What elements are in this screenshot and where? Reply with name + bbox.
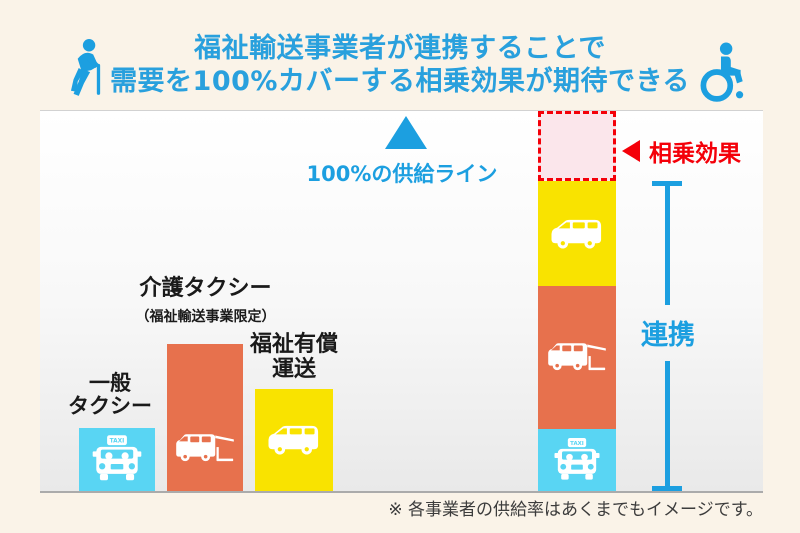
bar-label-welfare-line2: 運送 xyxy=(271,357,316,382)
minivan-icon xyxy=(268,425,319,455)
bar-label-general-line1: 一般 xyxy=(89,371,131,395)
supply-line-label: 100%の供給ライン xyxy=(306,162,498,186)
taxi-front-icon: TAXI xyxy=(554,437,600,480)
taxi-sign-text: TAXI xyxy=(110,439,125,445)
stacked-segment-care-taxi xyxy=(538,286,616,429)
bar-label-general-line2: タクシー xyxy=(68,394,152,418)
bar-welfare-transport xyxy=(255,389,333,491)
collaboration-label: 連携 xyxy=(641,320,695,351)
elderly-cane-person-icon xyxy=(64,38,110,98)
bracket-lower-line xyxy=(665,361,670,486)
bar-label-welfare-line1: 福祉有償 xyxy=(249,332,338,357)
supply-line-triangle-icon xyxy=(385,116,427,149)
bracket-upper-line xyxy=(665,181,670,305)
ramp-van-icon xyxy=(176,434,234,462)
bar-label-care-main: 介護タクシー xyxy=(139,276,272,301)
stacked-segment-welfare-transport xyxy=(538,181,616,286)
footnote: ※ 各事業者の供給率はあくまでもイメージです。 xyxy=(388,500,763,520)
chart-plot-area: 100%の供給ライン 一般 タクシー TAXI 介護タクシー （福祉輸送事業限定… xyxy=(40,110,763,493)
page-title-line1: 福祉輸送事業者が連携することで xyxy=(194,33,606,64)
synergy-annotation: 相乗効果 xyxy=(622,134,741,168)
taxi-front-icon: TAXI xyxy=(92,435,142,481)
bar-label-care-taxi: 介護タクシー （福祉輸送事業限定） xyxy=(113,277,298,329)
stacked-segment-synergy-gap xyxy=(538,111,616,181)
ramp-van-icon xyxy=(548,342,606,370)
wheelchair-user-icon xyxy=(698,42,746,102)
stacked-segment-general-taxi: TAXI xyxy=(538,429,616,491)
bar-label-care-sub: （福祉輸送事業限定） xyxy=(135,309,276,325)
bar-care-taxi xyxy=(167,344,243,491)
taxi-sign-text: TAXI xyxy=(570,440,584,446)
bar-general-taxi: TAXI xyxy=(79,428,155,491)
bar-label-general-taxi: 一般 タクシー xyxy=(50,372,170,418)
page-title-line2: 需要を100%カバーする相乗効果が期待できる xyxy=(110,66,690,97)
bracket-bottom-bar xyxy=(652,486,682,491)
synergy-label: 相乗効果 xyxy=(649,141,741,167)
minivan-icon xyxy=(551,219,602,249)
bar-label-welfare-transport: 福祉有償 運送 xyxy=(244,332,344,382)
left-arrow-icon xyxy=(622,140,640,162)
